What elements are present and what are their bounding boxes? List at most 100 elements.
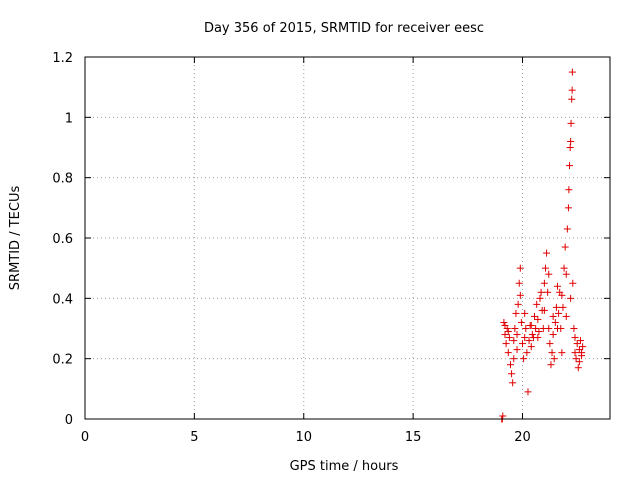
data-point (565, 186, 573, 194)
grid-lines (85, 57, 610, 419)
data-point (563, 225, 571, 233)
data-point (537, 288, 545, 296)
data-point (554, 282, 561, 290)
data-point (561, 243, 569, 251)
data-point (544, 288, 552, 296)
data-point (558, 349, 566, 357)
y-axis-label: SRMTID / TECUs (8, 186, 23, 291)
data-point (514, 300, 522, 308)
data-point (573, 340, 581, 348)
data-point (552, 303, 560, 311)
data-point (575, 358, 583, 366)
data-point (571, 349, 579, 357)
y-tick-label: 1.2 (52, 51, 73, 66)
data-point (501, 331, 509, 339)
data-point (572, 355, 580, 363)
data-point (504, 328, 512, 336)
data-point (502, 340, 510, 348)
y-tick-label: 0 (65, 413, 73, 428)
x-tick-label: 15 (405, 430, 422, 445)
data-point (525, 337, 533, 345)
data-point (519, 340, 526, 348)
data-point (534, 334, 542, 342)
data-point (554, 325, 561, 332)
data-point (517, 318, 525, 326)
data-point (527, 321, 535, 329)
data-point (568, 95, 576, 103)
y-tick-label: 0.4 (52, 292, 73, 307)
data-point (550, 355, 558, 363)
data-point (579, 343, 587, 351)
data-point (567, 294, 575, 302)
data-point (578, 349, 586, 357)
y-tick-label: 0.2 (52, 353, 73, 368)
data-point (566, 162, 574, 170)
data-point (558, 291, 566, 299)
data-point (521, 334, 529, 342)
data-point (510, 337, 518, 345)
data-point (540, 306, 548, 314)
x-tick-label: 10 (295, 430, 312, 445)
data-point (515, 279, 523, 287)
data-point (549, 312, 557, 320)
plot-frame (84, 56, 611, 420)
data-point (500, 318, 508, 326)
data-point (516, 264, 524, 272)
data-point (511, 325, 519, 332)
data-point (543, 249, 551, 257)
data-point (576, 337, 584, 345)
data-point (531, 312, 539, 320)
data-point (559, 303, 567, 311)
x-tick-label: 5 (190, 430, 198, 445)
data-point (560, 264, 568, 272)
data-point (527, 343, 535, 351)
data-point (501, 321, 509, 329)
data-point (570, 325, 578, 332)
data-point (536, 294, 544, 302)
data-point (513, 331, 521, 339)
y-tick-label: 1 (65, 111, 73, 126)
data-point (520, 355, 528, 363)
data-point (540, 279, 548, 287)
data-point (567, 119, 575, 127)
data-point (549, 331, 557, 339)
data-point (534, 315, 542, 323)
data-point (528, 331, 536, 339)
data-point (547, 361, 555, 369)
data-point (571, 334, 579, 342)
data-point (568, 86, 576, 94)
data-point (555, 309, 563, 317)
data-point (545, 270, 553, 278)
tick-labels: 0 0.2 0.4 0.6 0.8 1 1.2 0 5 10 15 20 (52, 51, 530, 445)
data-points (498, 68, 587, 423)
data-point (564, 204, 572, 212)
data-point (516, 291, 524, 299)
data-point (551, 318, 559, 326)
data-point (510, 355, 518, 363)
data-point (569, 279, 577, 287)
data-point (513, 346, 521, 354)
data-point (523, 349, 531, 357)
data-point (546, 340, 554, 348)
axis-ticks (84, 56, 610, 420)
data-point (535, 328, 543, 336)
y-tick-label: 0.6 (52, 232, 73, 247)
data-point (533, 300, 541, 308)
data-point (504, 349, 512, 357)
data-point (567, 137, 575, 145)
data-point (548, 349, 556, 357)
data-point (524, 388, 532, 396)
data-point (562, 312, 570, 320)
x-tick-label: 20 (514, 430, 531, 445)
data-point (505, 334, 513, 342)
data-point (512, 309, 520, 317)
data-point (568, 68, 576, 76)
data-point (522, 325, 530, 332)
data-point (562, 270, 570, 278)
x-tick-label: 0 (81, 430, 89, 445)
x-axis-label: GPS time / hours (290, 459, 399, 474)
data-point (545, 325, 553, 332)
data-point (521, 309, 529, 317)
data-point (508, 370, 516, 378)
